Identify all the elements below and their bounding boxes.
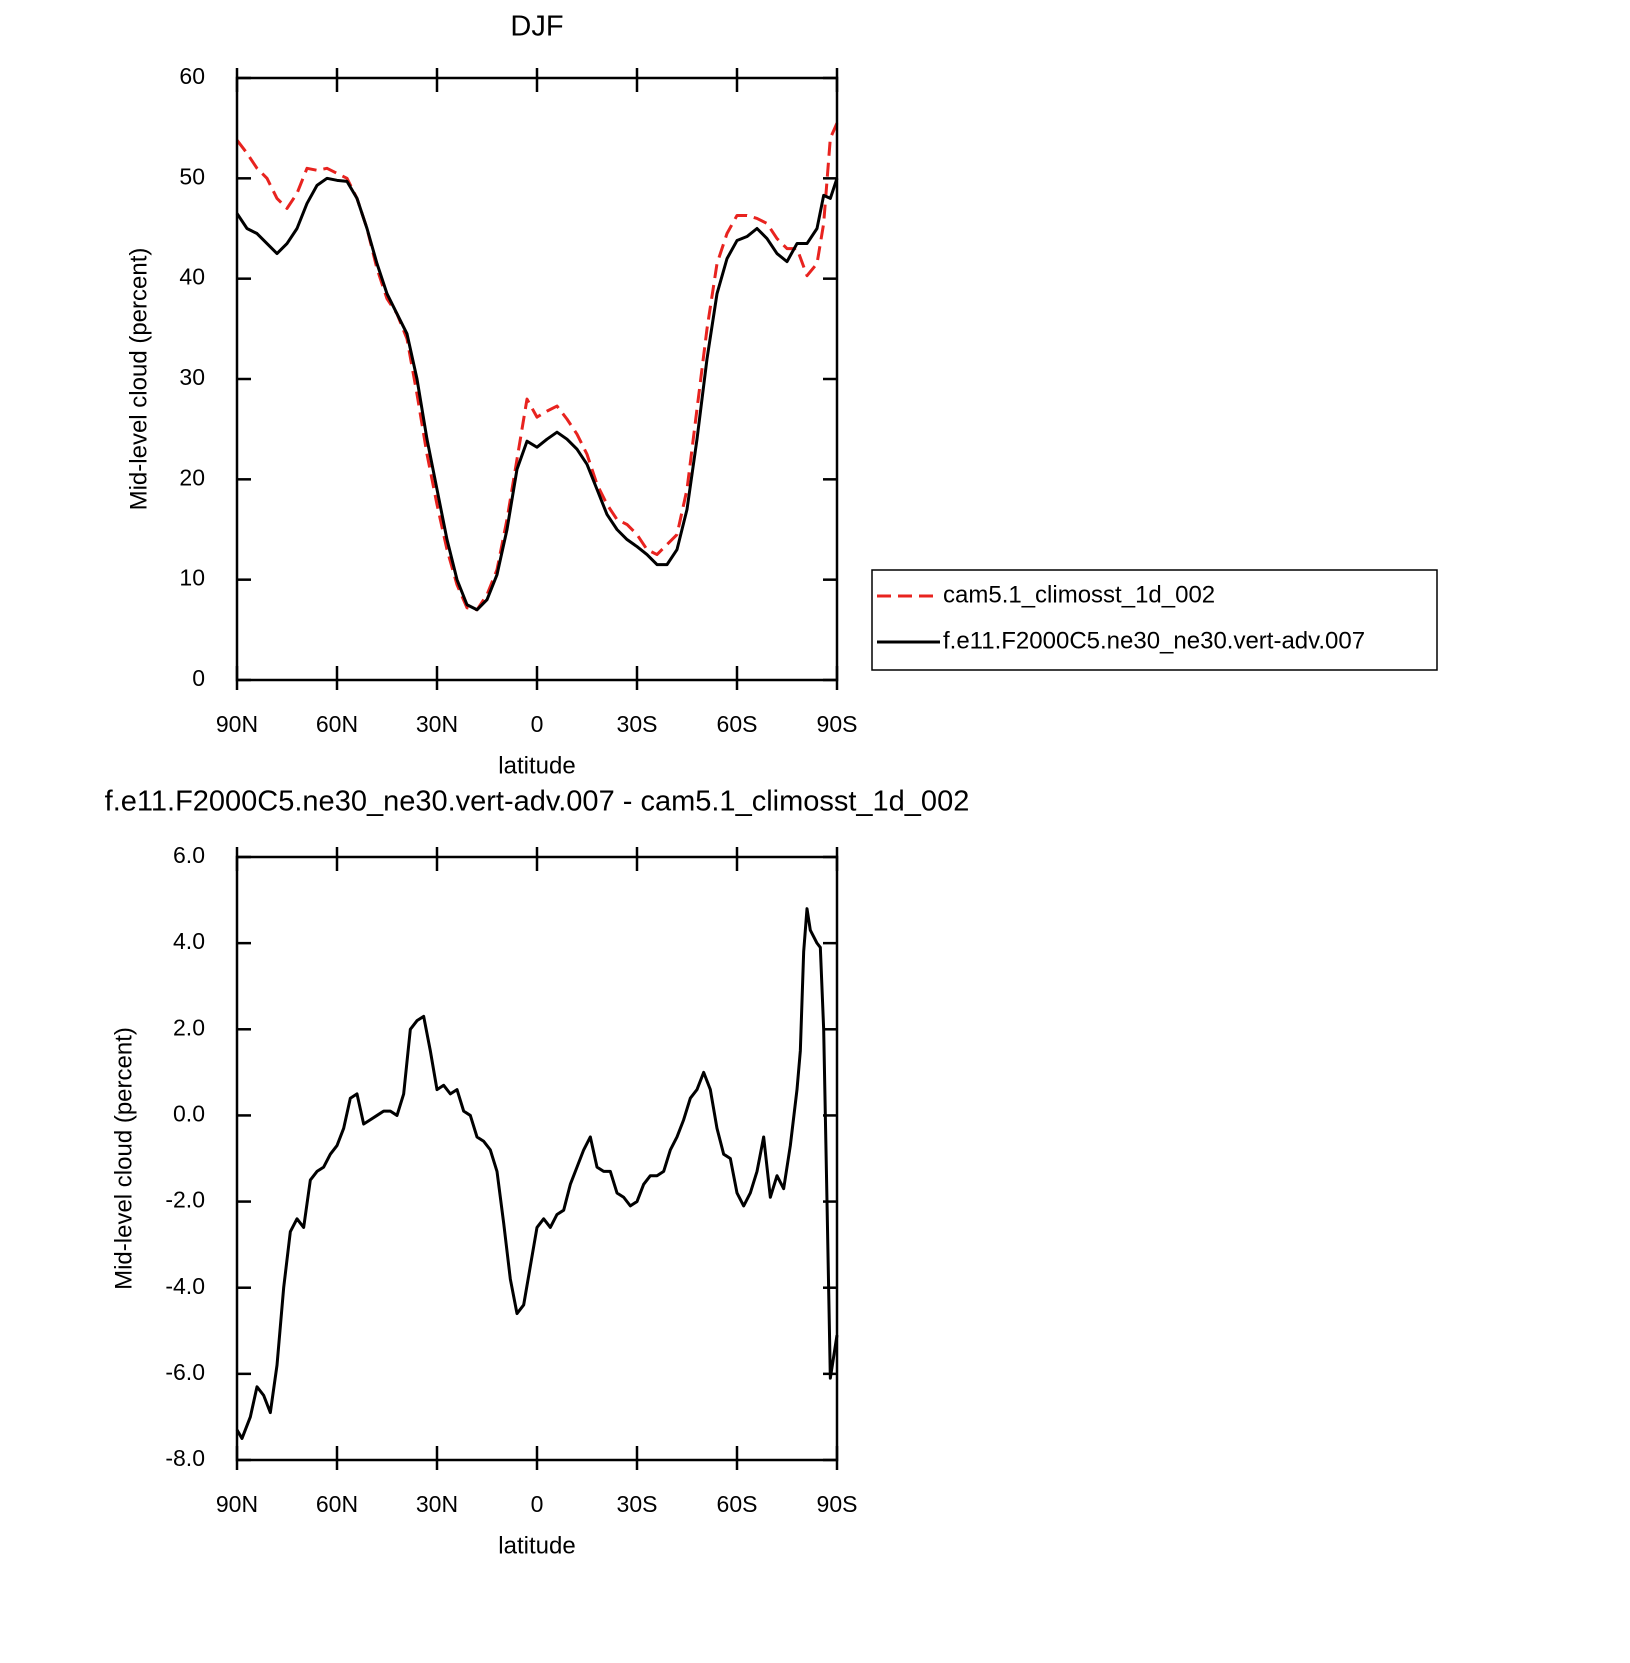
x-tick-label: 90N: [216, 1491, 258, 1517]
y-tick-label: 4.0: [173, 928, 205, 954]
y-tick-label: 30: [179, 364, 205, 390]
chart-title: DJF: [510, 11, 563, 43]
y-tick-label: -4.0: [165, 1273, 205, 1299]
legend-box: [871, 569, 1438, 671]
chart-title: f.e11.F2000C5.ne30_ne30.vert-adv.007 - c…: [105, 786, 970, 818]
x-axis-label: latitude: [498, 1532, 575, 1559]
x-tick-label: 30N: [416, 711, 458, 737]
data-line: [235, 122, 839, 612]
x-axis-label: latitude: [498, 752, 575, 779]
y-tick-label: 60: [179, 63, 205, 89]
data-line: [235, 176, 839, 612]
y-tick-label: -6.0: [165, 1359, 205, 1385]
y-tick-label: -2.0: [165, 1187, 205, 1213]
x-tick-label: 90N: [216, 711, 258, 737]
y-axis-label: Mid-level cloud (percent): [125, 248, 152, 511]
x-tick-label: 90S: [817, 1491, 858, 1517]
x-tick-label: 90S: [817, 711, 858, 737]
y-tick-label: 50: [179, 163, 205, 189]
x-tick-label: 30S: [617, 711, 658, 737]
x-tick-label: 0: [531, 1491, 544, 1517]
x-tick-label: 0: [531, 711, 544, 737]
x-tick-label: 60S: [717, 1491, 758, 1517]
y-tick-label: 40: [179, 264, 205, 290]
y-tick-label: 6.0: [173, 842, 205, 868]
y-tick-label: -8.0: [165, 1445, 205, 1471]
x-tick-label: 30S: [617, 1491, 658, 1517]
y-tick-label: 20: [179, 464, 205, 490]
plot-frame: [235, 855, 839, 1462]
x-tick-label: 30N: [416, 1491, 458, 1517]
x-tick-label: 60N: [316, 1491, 358, 1517]
y-axis-label: Mid-level cloud (percent): [110, 1027, 137, 1290]
data-line: [235, 907, 839, 1440]
y-tick-label: 10: [179, 565, 205, 591]
x-tick-label: 60N: [316, 711, 358, 737]
legend-label: cam5.1_climosst_1d_002: [943, 581, 1215, 608]
x-tick-label: 60S: [717, 711, 758, 737]
plot-frame: [235, 76, 839, 682]
y-tick-label: 0.0: [173, 1101, 205, 1127]
y-tick-label: 2.0: [173, 1014, 205, 1040]
legend-label: f.e11.F2000C5.ne30_ne30.vert-adv.007: [943, 627, 1365, 654]
y-tick-label: 0: [192, 665, 205, 691]
